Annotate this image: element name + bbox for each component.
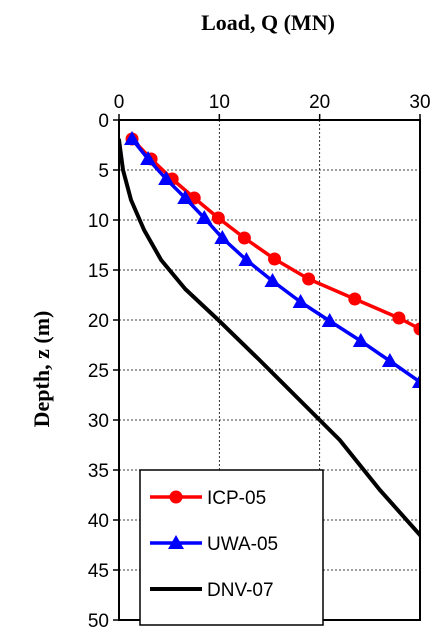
data-point-uwa-05 [177,190,194,204]
y-tick-label: 20 [88,311,109,332]
data-point-uwa-05 [412,374,420,388]
y-tick-label: 25 [88,361,109,382]
data-point-icp-05 [302,272,316,286]
data-point-uwa-05 [292,294,309,308]
x-tick-label: 0 [114,92,125,113]
chart-title: Load, Q (MN) [201,10,335,35]
series-layer [119,131,420,539]
y-tick-label: 40 [88,511,109,532]
data-point-uwa-05 [196,210,213,224]
data-point-uwa-05 [381,353,398,367]
legend-label: ICP-05 [207,488,266,509]
data-point-uwa-05 [264,273,281,287]
data-point-icp-05 [211,211,225,225]
y-tick-label: 5 [98,161,109,182]
y-tick-label: 50 [88,611,109,630]
data-point-uwa-05 [352,333,369,347]
legend-item-dnv-07: DNV-07 [150,580,274,601]
legend: ICP-05 UWA-05 DNV-07 [139,469,324,626]
data-point-icp-05 [237,231,251,245]
x-tick-label: 20 [309,92,330,113]
series-group [119,131,420,539]
series-icp-05 [125,132,420,336]
y-tick-label: 15 [88,261,109,282]
y-tick-label: 0 [98,111,109,132]
series-uwa-05 [124,131,420,388]
data-point-uwa-05 [124,131,141,145]
y-tick-label: 35 [88,461,109,482]
y-tick-label: 45 [88,561,109,582]
y-axis-title: Depth, z (m) [29,311,54,428]
legend-label: DNV-07 [207,580,274,601]
data-point-icp-05 [348,292,362,306]
data-point-uwa-05 [140,151,157,165]
x-tick-label: 10 [209,92,230,113]
series-line-dnv-07 [119,138,420,539]
series-line-icp-05 [130,137,420,331]
data-point-icp-05 [268,252,282,266]
legend-marker [169,490,183,504]
data-point-uwa-05 [214,230,231,244]
y-tick-label: 10 [88,211,109,232]
data-point-icp-05 [392,311,406,325]
data-point-uwa-05 [321,313,338,327]
data-point-uwa-05 [158,171,175,185]
axes: 0 10 20 30 0 5 10 15 20 25 30 35 40 45 50 [88,92,431,632]
series-dnv-07 [119,138,420,539]
legend-marker [168,535,184,549]
data-point-icp-05 [413,322,420,336]
data-point-uwa-05 [238,252,255,266]
legend-item-uwa-05: UWA-05 [150,534,278,555]
y-tick-label: 30 [88,411,109,432]
legend-label: UWA-05 [207,534,278,555]
legend-item-icp-05: ICP-05 [150,488,266,509]
x-tick-label: 30 [409,92,430,113]
